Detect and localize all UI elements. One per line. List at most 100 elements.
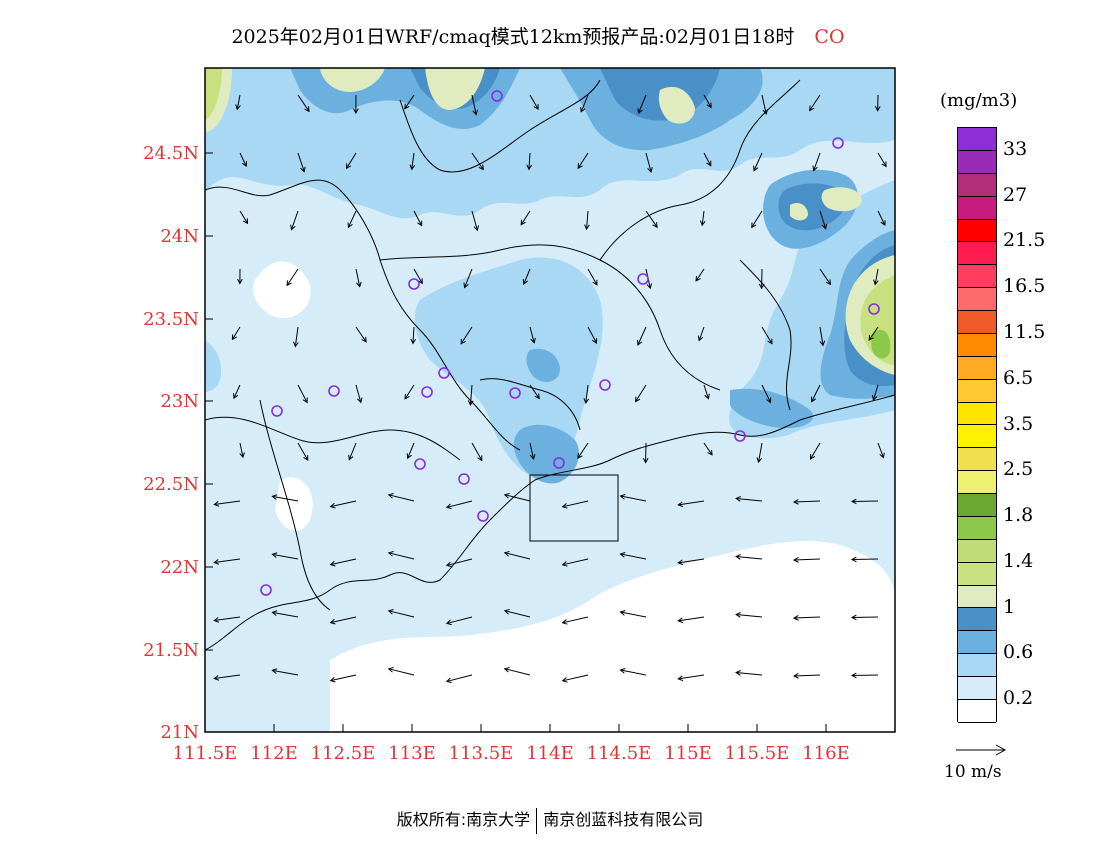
wind-arrowhead bbox=[503, 608, 510, 615]
wind-arrow bbox=[761, 326, 773, 344]
wind-arrow bbox=[794, 500, 821, 503]
wind-arrow bbox=[851, 616, 879, 619]
legend-color-box bbox=[958, 562, 996, 586]
wind-arrow bbox=[355, 384, 362, 403]
wind-arrowhead bbox=[619, 552, 626, 558]
field-mid-center bbox=[414, 257, 603, 480]
wind-arrow bbox=[330, 500, 357, 508]
x-tick-label: 115E bbox=[664, 743, 712, 764]
wind-arrow bbox=[529, 384, 540, 399]
wind-arrow bbox=[388, 610, 415, 618]
vector-reference-arrow bbox=[956, 744, 1007, 756]
wind-arrowhead bbox=[329, 618, 336, 625]
wind-arrowhead bbox=[304, 106, 310, 113]
wind-arrow bbox=[388, 552, 415, 560]
wind-arrowhead bbox=[583, 398, 590, 405]
y-tick-label: 21.5N bbox=[143, 640, 199, 661]
wind-arrow bbox=[471, 94, 477, 115]
wind-arrow bbox=[504, 668, 531, 676]
legend-color-box bbox=[958, 311, 996, 334]
wind-arrow bbox=[446, 500, 473, 508]
wind-arrow bbox=[355, 268, 361, 287]
wind-arrow bbox=[214, 674, 241, 679]
wind-arrowhead bbox=[642, 457, 649, 464]
monitoring-site-marker bbox=[477, 510, 489, 522]
legend-unit: (mg/m3) bbox=[940, 90, 1018, 111]
wind-arrowhead bbox=[735, 496, 741, 502]
y-tick-label: 23N bbox=[160, 391, 199, 412]
district-line-7 bbox=[399, 79, 601, 173]
wind-arrowhead bbox=[387, 609, 394, 615]
wind-arrow bbox=[562, 558, 589, 566]
wind-arrowhead bbox=[735, 612, 741, 618]
wind-arrowhead bbox=[503, 550, 510, 557]
wind-arrow bbox=[446, 558, 473, 566]
wind-arrowhead bbox=[520, 219, 526, 226]
x-tick-label: 114E bbox=[526, 743, 574, 764]
wind-arrow bbox=[736, 555, 763, 560]
legend-color-box bbox=[958, 288, 996, 311]
wind-arrowhead bbox=[850, 498, 857, 505]
legend-label: 3.5 bbox=[1003, 412, 1034, 435]
x-tick-label: 114.5E bbox=[587, 743, 652, 764]
color-legend bbox=[957, 127, 997, 723]
wind-arrow bbox=[678, 558, 705, 564]
wind-arrowhead bbox=[635, 396, 641, 403]
copyright-footer: 版权所有:南京大学 南京创蓝科技有限公司 bbox=[0, 806, 1100, 834]
wind-arrow bbox=[347, 210, 357, 228]
wind-arrowhead bbox=[361, 336, 367, 343]
wind-arrow bbox=[291, 210, 299, 230]
wind-arrow bbox=[231, 326, 241, 340]
x-tick-label: 115.5E bbox=[725, 743, 790, 764]
wind-arrowhead bbox=[767, 338, 773, 345]
map-title: 2025年02月01日WRF/cmaq模式12km预报产品:02月01日18时 … bbox=[0, 22, 1076, 49]
wind-arrowhead bbox=[677, 617, 684, 624]
wind-arrow bbox=[809, 94, 821, 111]
wind-arrow bbox=[638, 94, 647, 114]
wind-arrowhead bbox=[879, 452, 885, 459]
field-high-center bbox=[513, 424, 580, 484]
wind-arrow bbox=[407, 442, 415, 459]
wind-arrowhead bbox=[825, 279, 832, 286]
wind-arrow bbox=[794, 674, 821, 677]
wind-arrowhead bbox=[647, 166, 653, 173]
wind-arrow bbox=[504, 552, 531, 560]
wind-arrow bbox=[272, 495, 299, 502]
wind-arrow bbox=[330, 616, 357, 624]
monitoring-site-marker bbox=[734, 430, 746, 442]
monitoring-site-marker bbox=[491, 90, 503, 102]
wind-arrowhead bbox=[677, 675, 684, 682]
y-axis: 24.5N 24N 23.5N 23N 22.5N 22N 21.5N 21N bbox=[143, 143, 213, 743]
boundaries bbox=[205, 79, 895, 651]
wind-arrowhead bbox=[580, 106, 586, 113]
wind-arrowhead bbox=[404, 393, 410, 400]
wind-arrowhead bbox=[353, 108, 359, 115]
wind-arrowhead bbox=[356, 281, 362, 288]
wind-arrow bbox=[388, 668, 415, 676]
x-tick-label: 113.5E bbox=[449, 743, 514, 764]
wind-arrow bbox=[529, 442, 535, 460]
wind-arrow bbox=[528, 152, 531, 170]
wind-arrowhead bbox=[445, 677, 452, 684]
field-green-n bbox=[320, 68, 385, 92]
legend-label: 6.5 bbox=[1003, 366, 1034, 389]
wind-arrowhead bbox=[293, 341, 299, 348]
wind-arrow bbox=[872, 384, 879, 401]
wind-arrowhead bbox=[812, 165, 818, 172]
y-tick-label: 21N bbox=[160, 722, 199, 743]
wind-arrow bbox=[286, 268, 299, 286]
wind-arrow bbox=[562, 674, 589, 682]
legend-label: 21.5 bbox=[1003, 229, 1046, 252]
wind-arrow bbox=[562, 616, 589, 624]
wind-arrowhead bbox=[233, 393, 239, 400]
monitoring-site-marker bbox=[509, 387, 521, 399]
legend-color-box bbox=[958, 356, 996, 380]
field-high-coast bbox=[730, 388, 814, 429]
wind-arrowhead bbox=[329, 502, 336, 509]
wind-arrowhead bbox=[347, 222, 353, 229]
wind-arrow bbox=[272, 669, 299, 676]
wind-arrow bbox=[413, 210, 423, 226]
wind-arrow bbox=[637, 326, 647, 346]
legend-color-box bbox=[958, 128, 996, 151]
legend-label: 27 bbox=[1003, 183, 1028, 206]
